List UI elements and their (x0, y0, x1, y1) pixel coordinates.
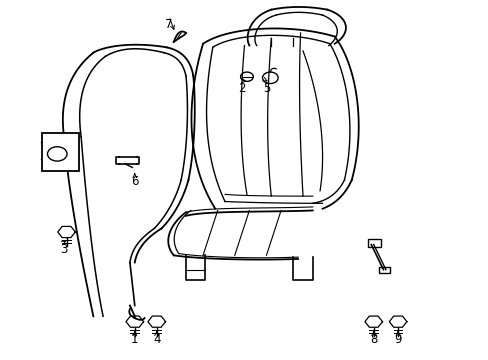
Text: 7: 7 (165, 18, 172, 31)
FancyBboxPatch shape (367, 239, 380, 247)
Text: 6: 6 (131, 175, 138, 188)
Text: 4: 4 (153, 333, 160, 346)
Text: 9: 9 (393, 333, 401, 346)
Text: 1: 1 (131, 333, 138, 346)
Text: 3: 3 (61, 243, 68, 256)
FancyBboxPatch shape (42, 134, 79, 171)
Text: 5: 5 (262, 82, 269, 95)
Text: 8: 8 (369, 333, 377, 346)
Text: 2: 2 (238, 82, 245, 95)
FancyBboxPatch shape (378, 267, 389, 273)
